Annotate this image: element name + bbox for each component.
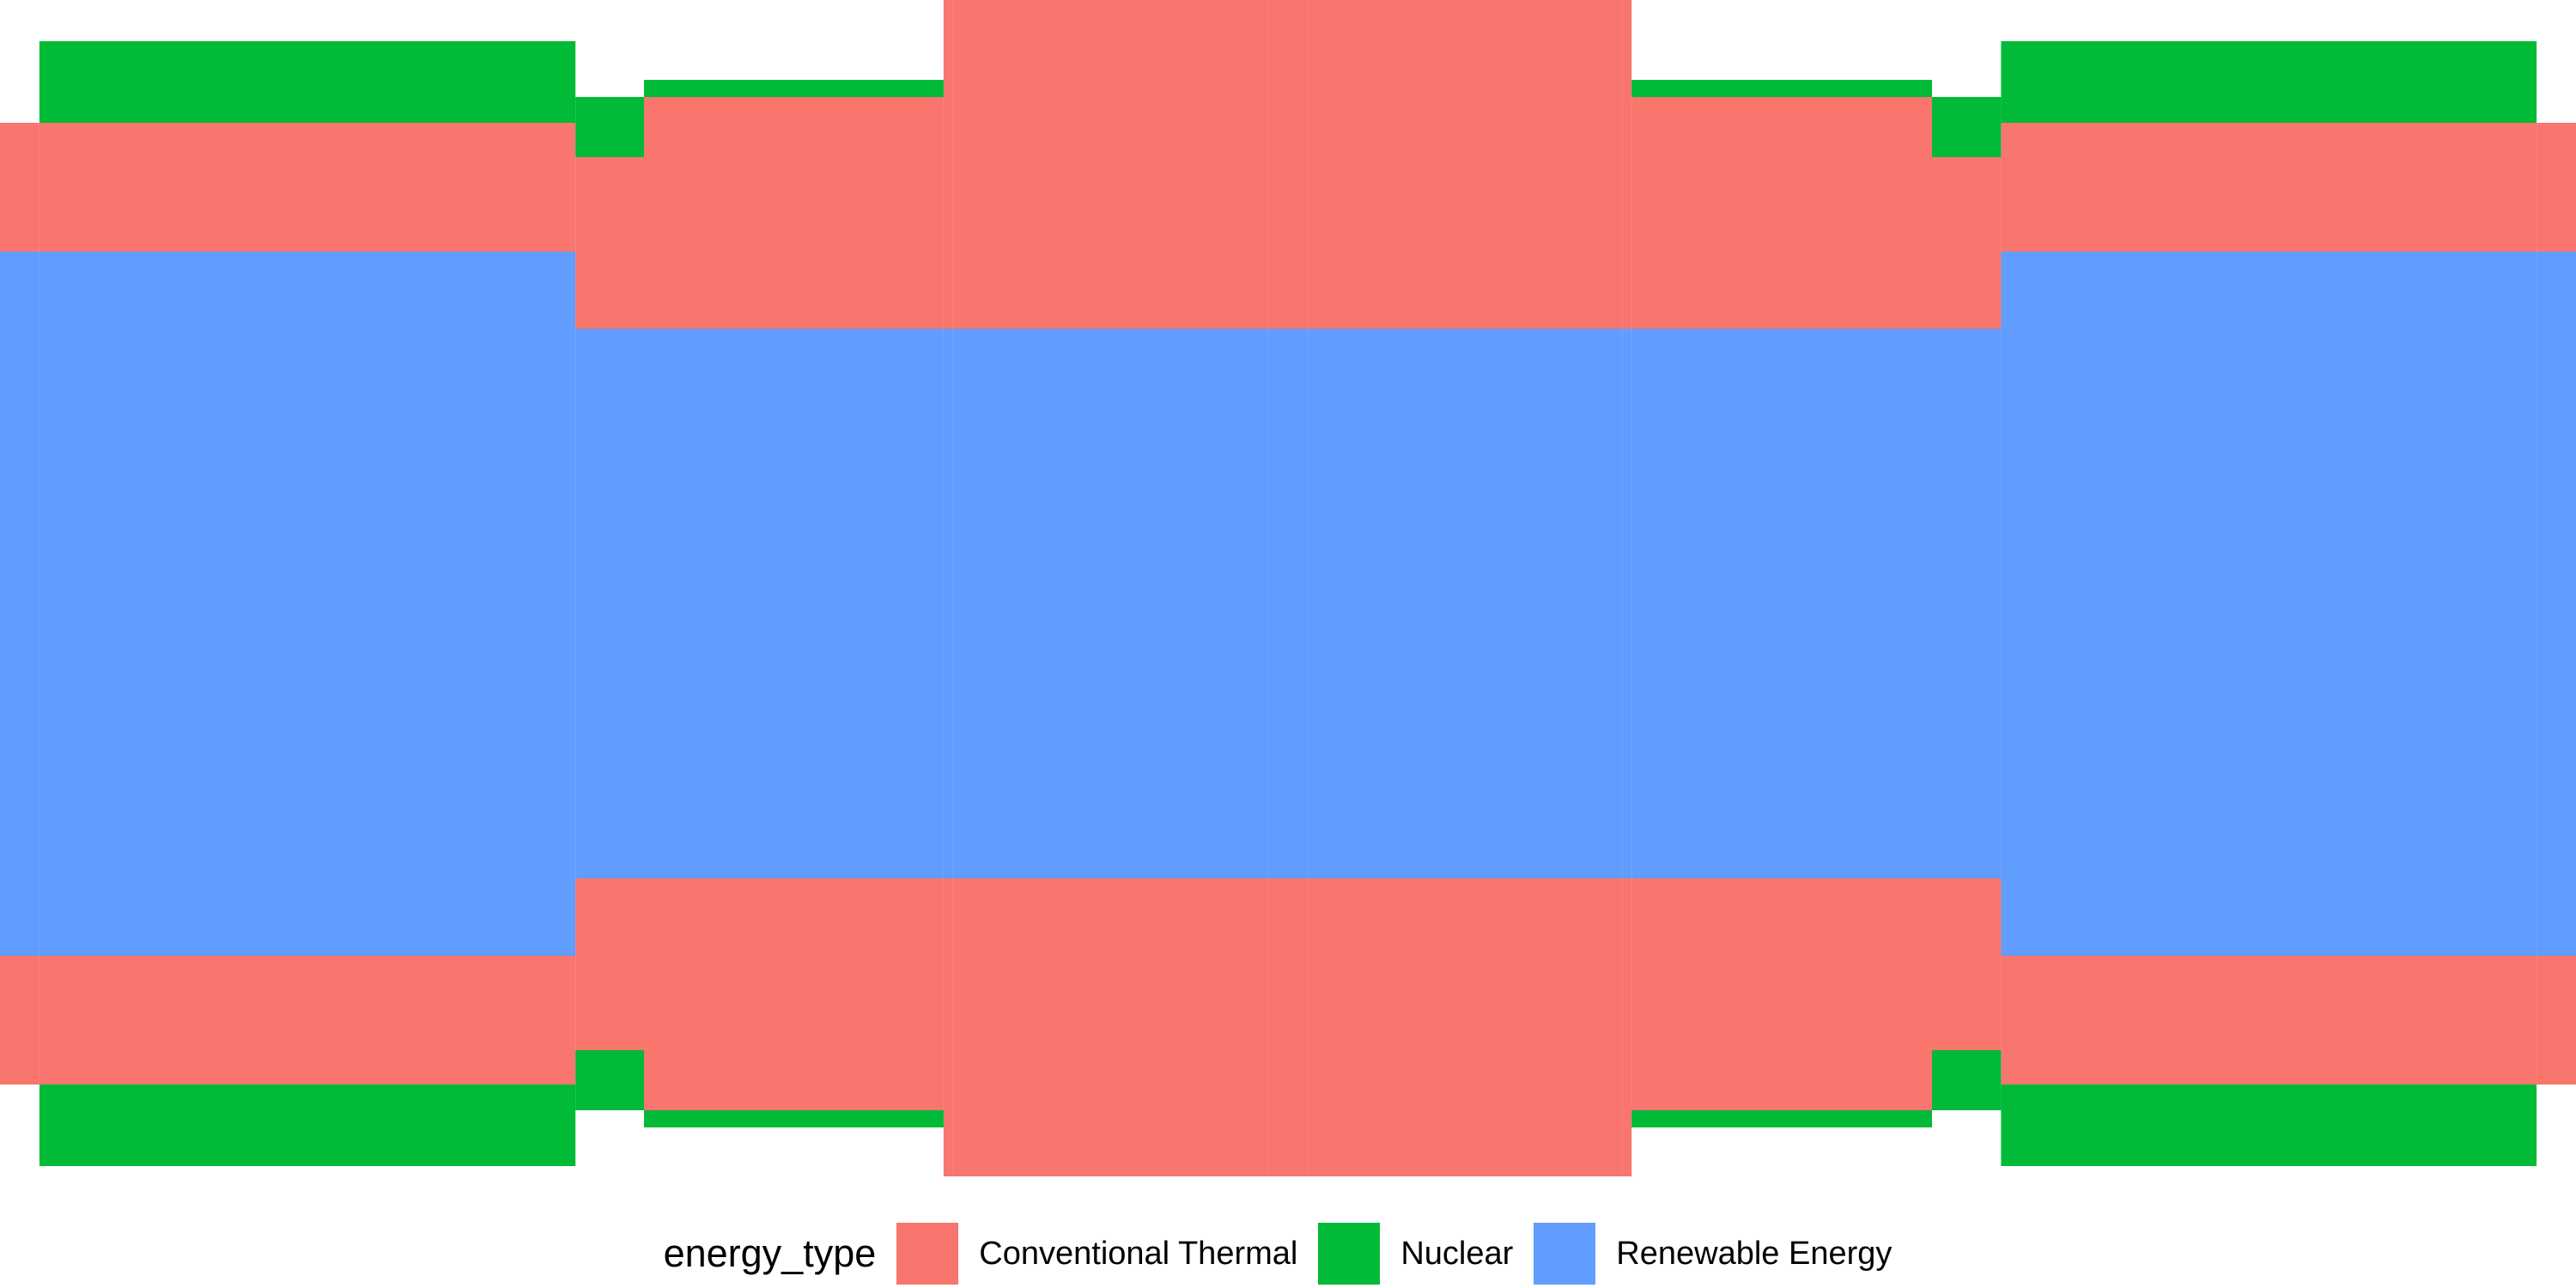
band-conventional-thermal-top bbox=[1932, 157, 2002, 329]
band-nuclear-top bbox=[1932, 97, 2002, 157]
band-conventional-thermal-bottom bbox=[2537, 956, 2576, 1084]
legend-label-nuclear: Nuclear bbox=[1400, 1235, 1514, 1272]
legend-label-conventional-thermal: Conventional Thermal bbox=[979, 1235, 1298, 1272]
band-nuclear-bottom bbox=[39, 1084, 576, 1166]
band-renewable-energy-bottom bbox=[1932, 604, 2002, 878]
band-renewable-energy-top bbox=[953, 329, 1268, 604]
band-conventional-thermal-bottom bbox=[1932, 878, 2002, 1050]
band-renewable-energy-top bbox=[0, 252, 39, 604]
band-conventional-thermal-bottom bbox=[1622, 878, 1632, 1176]
band-renewable-energy-bottom bbox=[953, 604, 1268, 878]
band-renewable-energy-top bbox=[1631, 329, 1932, 604]
band-nuclear-top bbox=[1631, 80, 1932, 97]
band-renewable-energy-top bbox=[1308, 329, 1623, 604]
band-renewable-energy-top bbox=[1622, 329, 1632, 604]
band-conventional-thermal-bottom bbox=[644, 878, 944, 1110]
band-conventional-thermal-top bbox=[1622, 0, 1632, 329]
band-conventional-thermal-top bbox=[953, 0, 1268, 329]
band-conventional-thermal-bottom bbox=[575, 878, 644, 1050]
band-conventional-thermal-bottom bbox=[1267, 878, 1309, 1176]
band-renewable-energy-bottom bbox=[1267, 604, 1309, 878]
band-nuclear-top bbox=[39, 41, 576, 123]
band-renewable-energy-bottom bbox=[943, 604, 954, 878]
legend-key-renewable-energy bbox=[1534, 1223, 1596, 1285]
legend-item-nuclear: Nuclear bbox=[1318, 1223, 1513, 1285]
band-renewable-energy-top bbox=[943, 329, 954, 604]
band-renewable-energy-top bbox=[575, 329, 644, 604]
legend-key-nuclear bbox=[1318, 1223, 1381, 1285]
band-nuclear-bottom bbox=[644, 1110, 944, 1127]
legend-item-conventional-thermal: Conventional Thermal bbox=[896, 1223, 1297, 1285]
band-conventional-thermal-top bbox=[2001, 123, 2537, 252]
band-renewable-energy-bottom bbox=[1308, 604, 1623, 878]
band-nuclear-bottom bbox=[1631, 1110, 1932, 1127]
band-conventional-thermal-bottom bbox=[39, 956, 576, 1084]
band-renewable-energy-top bbox=[644, 329, 944, 604]
band-renewable-energy-bottom bbox=[644, 604, 944, 878]
band-conventional-thermal-top bbox=[1631, 97, 1932, 329]
band-conventional-thermal-top bbox=[575, 157, 644, 329]
band-nuclear-bottom bbox=[575, 1050, 644, 1110]
band-conventional-thermal-top bbox=[39, 123, 576, 252]
band-conventional-thermal-top bbox=[1308, 0, 1623, 329]
band-renewable-energy-bottom bbox=[39, 604, 576, 956]
legend-key-conventional-thermal bbox=[896, 1223, 959, 1285]
band-renewable-energy-bottom bbox=[0, 604, 39, 956]
legend-item-renewable-energy: Renewable Energy bbox=[1534, 1223, 1892, 1285]
band-nuclear-top bbox=[2001, 41, 2537, 123]
band-conventional-thermal-bottom bbox=[2001, 956, 2537, 1084]
band-conventional-thermal-top bbox=[1267, 0, 1309, 329]
stream-chart bbox=[0, 0, 2576, 1176]
band-nuclear-bottom bbox=[2001, 1084, 2537, 1166]
band-renewable-energy-top bbox=[2001, 252, 2537, 604]
band-conventional-thermal-top bbox=[2537, 123, 2576, 252]
band-conventional-thermal-bottom bbox=[953, 878, 1268, 1176]
legend-label-renewable-energy: Renewable Energy bbox=[1616, 1235, 1893, 1272]
band-renewable-energy-top bbox=[39, 252, 576, 604]
band-renewable-energy-bottom bbox=[1622, 604, 1632, 878]
band-nuclear-top bbox=[575, 97, 644, 157]
band-conventional-thermal-bottom bbox=[1631, 878, 1932, 1110]
band-conventional-thermal-top bbox=[0, 123, 39, 252]
band-conventional-thermal-top bbox=[644, 97, 944, 329]
band-conventional-thermal-top bbox=[943, 0, 954, 329]
band-renewable-energy-bottom bbox=[1631, 604, 1932, 878]
band-conventional-thermal-bottom bbox=[0, 956, 39, 1084]
band-conventional-thermal-bottom bbox=[943, 878, 954, 1176]
band-conventional-thermal-bottom bbox=[1308, 878, 1623, 1176]
band-renewable-energy-bottom bbox=[2001, 604, 2537, 956]
legend-title: energy_type bbox=[663, 1231, 877, 1275]
band-nuclear-top bbox=[644, 80, 944, 97]
legend: energy_type Conventional Thermal Nuclear… bbox=[0, 1219, 2576, 1288]
band-renewable-energy-top bbox=[1932, 329, 2002, 604]
band-nuclear-bottom bbox=[1932, 1050, 2002, 1110]
band-renewable-energy-top bbox=[1267, 329, 1309, 604]
band-renewable-energy-bottom bbox=[2537, 604, 2576, 956]
band-renewable-energy-bottom bbox=[575, 604, 644, 878]
band-renewable-energy-top bbox=[2537, 252, 2576, 604]
